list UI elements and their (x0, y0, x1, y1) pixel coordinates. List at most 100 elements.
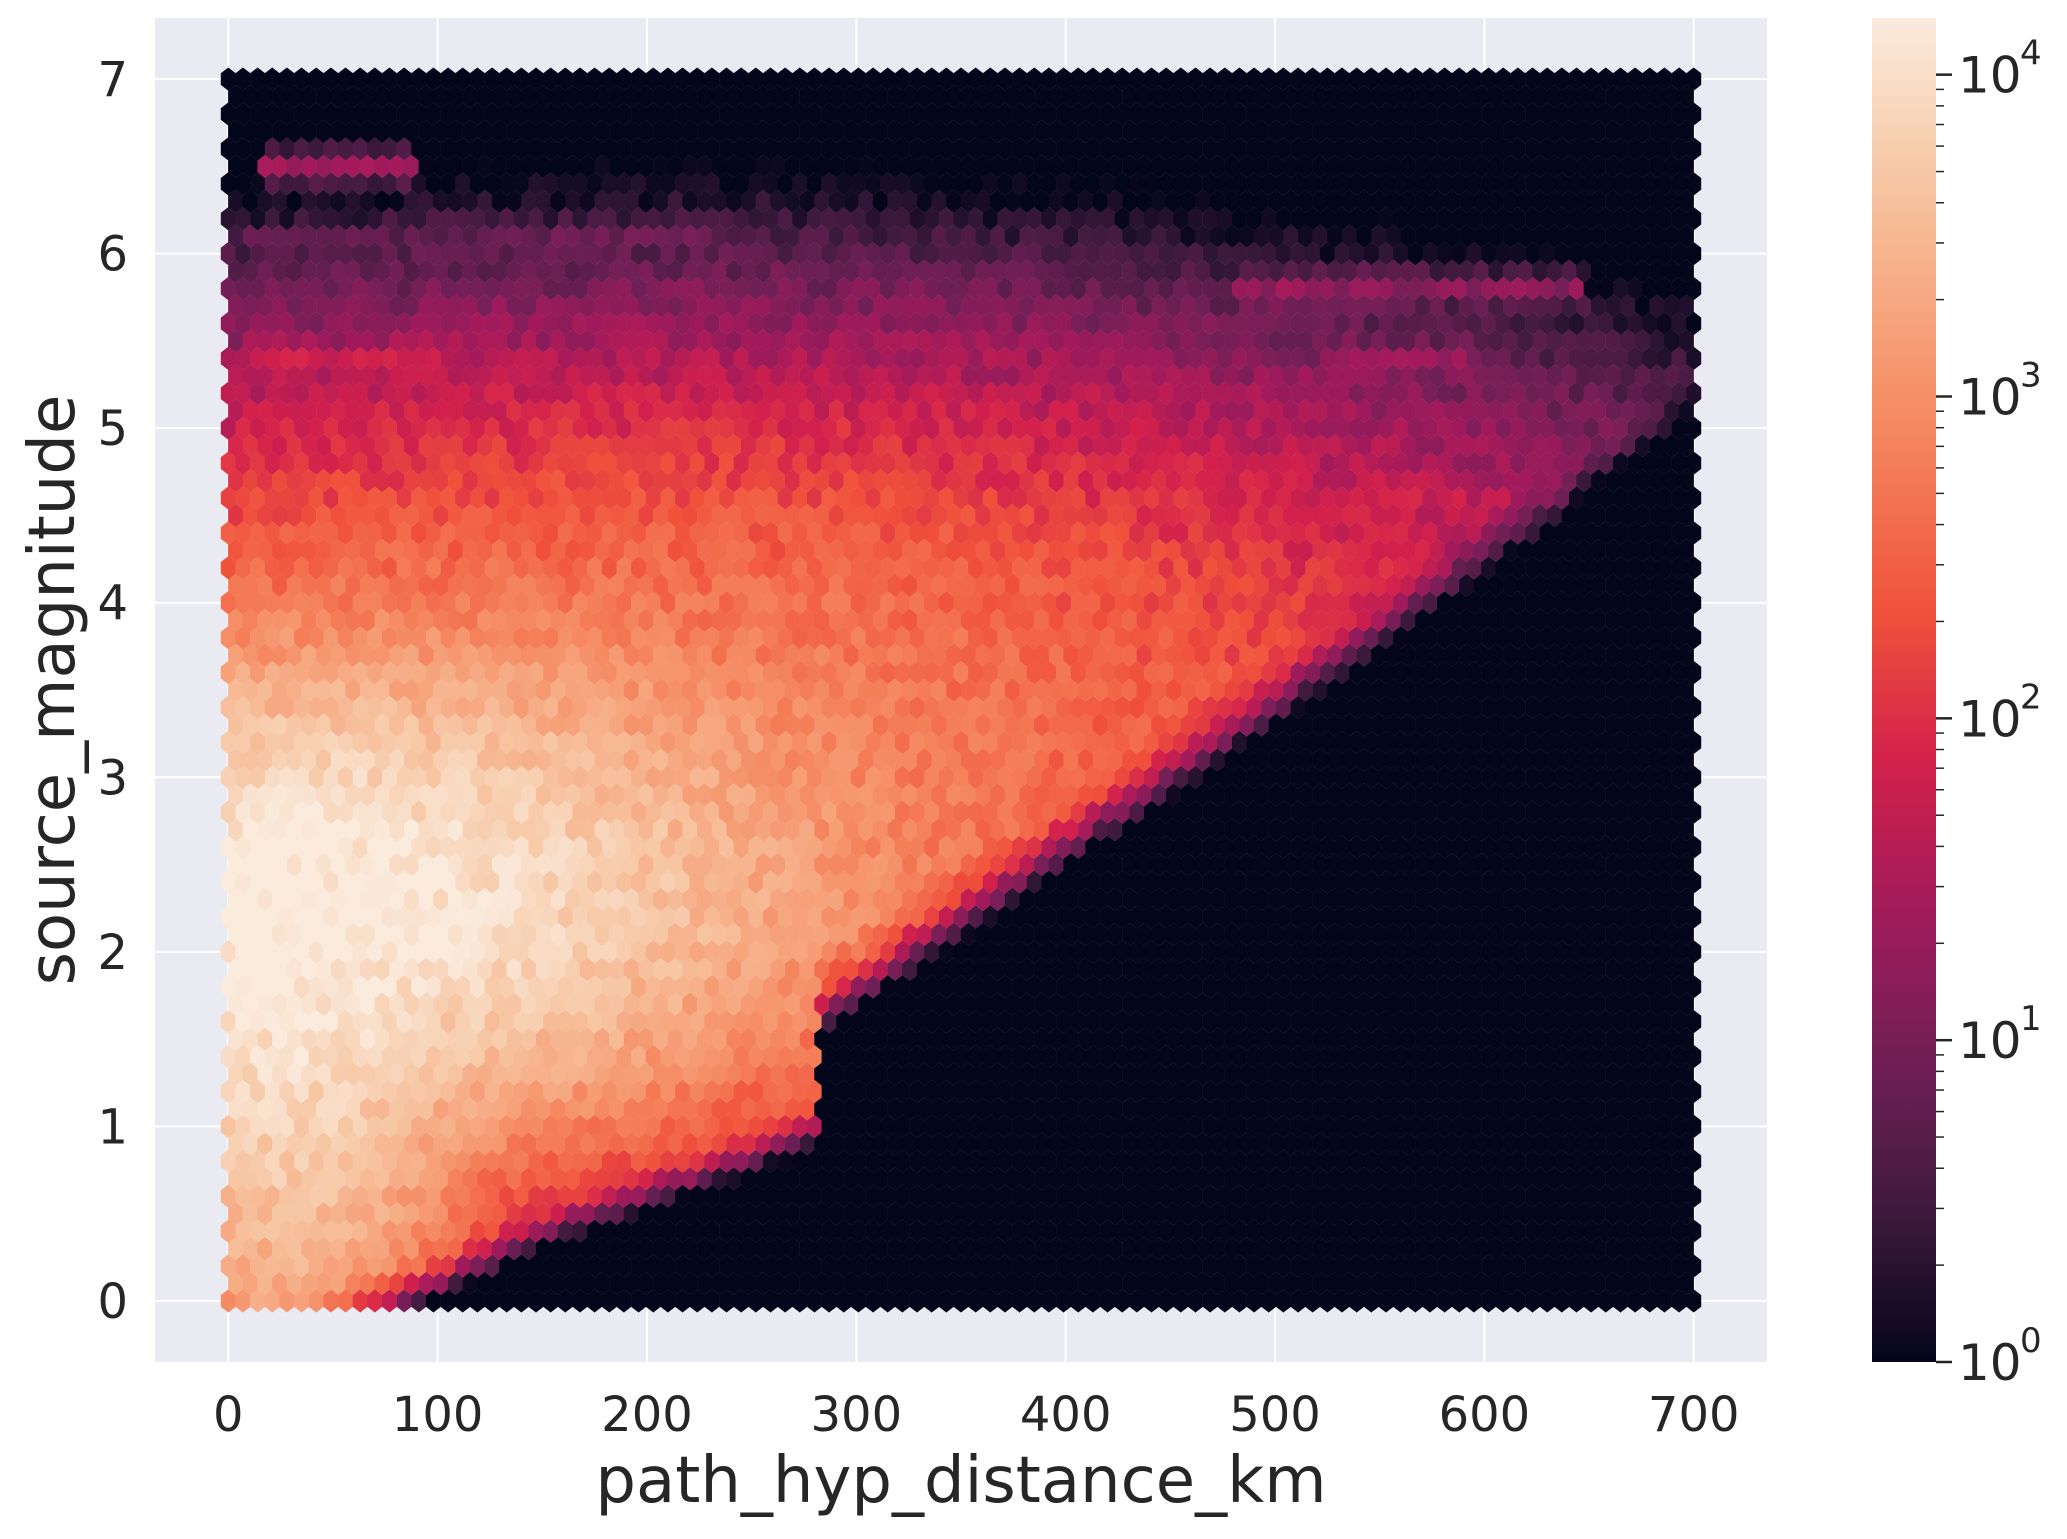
hex-cell (1473, 957, 1489, 981)
hex-cell (1349, 940, 1365, 964)
hex-cell (1473, 887, 1489, 912)
hex-cell (1378, 1219, 1394, 1243)
hex-cell (565, 992, 581, 1016)
hex-cell (711, 783, 727, 807)
hex-cell (807, 1289, 822, 1313)
hex-cell (352, 870, 368, 894)
hex-cell (1400, 818, 1416, 842)
hex-cell (1334, 800, 1350, 824)
hex-cell (565, 1132, 581, 1156)
hex-cell (1334, 905, 1350, 929)
hex-cell (1349, 1184, 1365, 1208)
hex-cell (535, 887, 551, 912)
hex-cell (462, 818, 478, 842)
hex-cell (521, 1027, 537, 1051)
hex-cell (1466, 1219, 1482, 1243)
hex-cell (1122, 887, 1137, 912)
hex-cell (609, 1132, 625, 1156)
hex-cell (1678, 957, 1694, 981)
hex-cell (294, 1010, 309, 1034)
hex-cell (565, 1062, 581, 1086)
hex-cell (1451, 1079, 1467, 1104)
hex-cell (880, 1079, 896, 1104)
hex-cell (513, 940, 529, 964)
hex-cell (404, 713, 419, 737)
hex-cell (667, 1027, 683, 1051)
hex-cell (440, 870, 456, 894)
hex-cell (1517, 1167, 1533, 1191)
hex-cell (689, 800, 705, 824)
hex-cell (411, 1289, 427, 1313)
hex-cell (1393, 1184, 1409, 1208)
hex-cell (1686, 1114, 1702, 1138)
hex-cell (242, 748, 258, 772)
hex-cell (338, 870, 353, 894)
hex-cell (1510, 730, 1526, 754)
hex-cell (675, 1149, 690, 1173)
hex-cell (301, 852, 317, 877)
hex-cell (616, 1149, 632, 1173)
hex-cell (814, 1062, 830, 1086)
hex-cell (880, 1149, 896, 1173)
hex-cell (1605, 992, 1621, 1016)
hex-cell (829, 1167, 844, 1191)
hex-cell (1232, 975, 1247, 999)
hex-cell (1437, 940, 1453, 964)
hex-cell (345, 1167, 361, 1191)
hex-cell (799, 783, 815, 807)
hex-cell (1012, 975, 1028, 999)
hex-cell (682, 887, 698, 912)
hex-cell (916, 1236, 932, 1261)
hex-cell (1356, 887, 1372, 912)
hex-cell (1598, 765, 1614, 789)
hex-cell (1224, 992, 1240, 1016)
hex-cell (418, 783, 434, 807)
hex-cell (953, 940, 969, 964)
hex-cell (609, 852, 625, 877)
hex-cell (880, 730, 896, 754)
hex-cell (645, 1079, 661, 1104)
hex-cell (719, 765, 734, 789)
hex-cell (1561, 992, 1577, 1016)
hex-cell (521, 1062, 537, 1086)
hex-cell (916, 1097, 932, 1121)
hex-cell (1569, 1184, 1584, 1208)
hex-cell (1561, 1236, 1577, 1261)
hex-cell (272, 1097, 287, 1121)
hex-cell (499, 765, 515, 789)
hex-cell (1239, 1062, 1255, 1086)
hex-cell (1144, 1044, 1159, 1069)
hex-cell (469, 870, 485, 894)
hex-cell (1100, 940, 1115, 964)
hex-cell (975, 957, 991, 981)
hex-cell (1561, 1132, 1577, 1156)
hex-cell (1400, 1097, 1416, 1121)
hex-cell (689, 1044, 705, 1069)
hex-cell (631, 765, 647, 789)
hex-cell (763, 730, 778, 754)
hex-cell (572, 800, 588, 824)
hex-cell (1319, 870, 1335, 894)
hex-cell (242, 852, 258, 877)
hex-cell (931, 1027, 947, 1051)
hex-cell (345, 1027, 361, 1051)
hex-cell (1283, 887, 1299, 912)
hex-cell (719, 730, 734, 754)
hex-cell (352, 1289, 368, 1313)
hex-cell (1173, 1114, 1189, 1138)
hex-cell (975, 1202, 991, 1226)
hex-cell (894, 940, 910, 964)
hex-cell (733, 1079, 749, 1104)
hex-cell (1686, 1289, 1702, 1313)
hex-cell (836, 1289, 852, 1313)
hex-cell (909, 975, 925, 999)
hex-cell (785, 713, 800, 737)
hex-cell (1656, 765, 1672, 789)
hex-cell (872, 887, 888, 912)
hex-cell (1136, 1167, 1152, 1191)
hex-cell (506, 1202, 522, 1226)
hex-cell (938, 1044, 954, 1069)
hex-cell (1268, 1236, 1284, 1261)
hex-cell (1319, 975, 1335, 999)
hex-cell (1063, 748, 1079, 772)
